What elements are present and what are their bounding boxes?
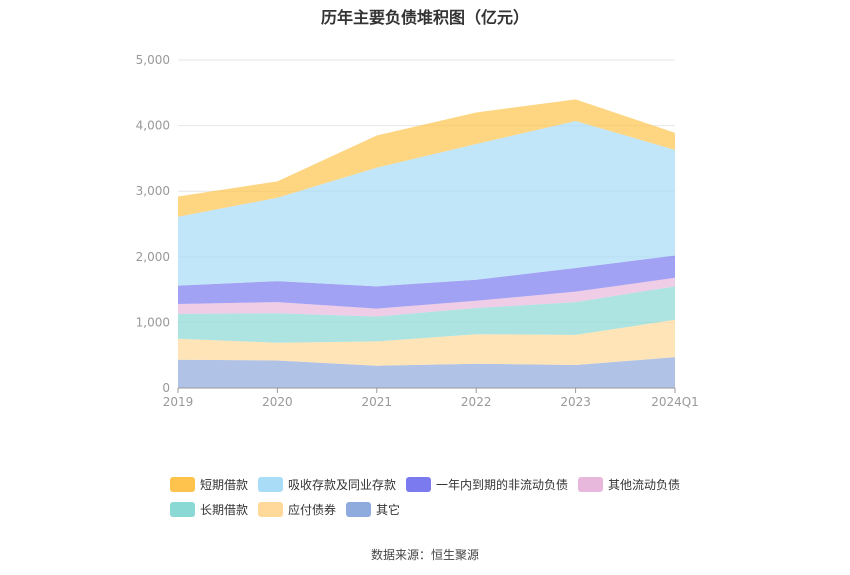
legend-item-other[interactable]: 其它: [346, 501, 400, 518]
area-series-0[interactable]: [178, 357, 675, 388]
area-series: [178, 99, 675, 388]
legend-item-other-current-liabilities[interactable]: 其他流动负债: [578, 476, 680, 493]
legend-label: 其他流动负债: [608, 478, 681, 492]
legend: 短期借款 吸收存款及同业存款 一年内到期的非流动负债 其他流动负债 长期借款 应…: [170, 472, 730, 522]
legend-label: 其它: [376, 503, 401, 517]
y-tick-label: 3,000: [136, 184, 170, 198]
legend-swatch: [258, 502, 284, 517]
legend-swatch: [170, 502, 195, 517]
area-series-4[interactable]: [178, 255, 675, 309]
legend-swatch: [170, 477, 195, 492]
x-tick-label: 2024Q1: [651, 395, 699, 409]
legend-swatch: [578, 477, 604, 492]
x-tick-label: 2020: [262, 395, 293, 409]
legend-label: 一年内到期的非流动负债: [436, 478, 569, 492]
y-tick-label: 1,000: [136, 315, 170, 329]
legend-item-long-term-loans[interactable]: 长期借款: [170, 501, 248, 518]
legend-swatch: [406, 477, 432, 492]
legend-item-current-portion-noncurrent[interactable]: 一年内到期的非流动负债: [406, 476, 568, 493]
area-series-2[interactable]: [178, 286, 675, 343]
legend-label: 长期借款: [200, 503, 249, 517]
area-series-3[interactable]: [178, 277, 675, 317]
legend-swatch: [258, 477, 284, 492]
chart-title: 历年主要负债堆积图（亿元）: [320, 8, 529, 27]
area-series-6[interactable]: [178, 99, 675, 217]
x-tick-label: 2022: [461, 395, 492, 409]
legend-item-deposits[interactable]: 吸收存款及同业存款: [258, 476, 396, 493]
data-source: 数据来源：恒生聚源: [370, 548, 479, 562]
y-tick-label: 2,000: [136, 250, 170, 264]
legend-row-2: 长期借款 应付债券 其它: [170, 497, 730, 522]
legend-label: 吸收存款及同业存款: [288, 478, 397, 492]
legend-label: 短期借款: [200, 478, 249, 492]
x-tick-label: 2023: [560, 395, 591, 409]
x-tick-label: 2021: [362, 395, 393, 409]
legend-label: 应付债券: [288, 503, 337, 517]
area-series-5[interactable]: [178, 121, 675, 287]
x-tick-label: 2019: [163, 395, 194, 409]
y-tick-label: 0: [162, 381, 170, 395]
legend-item-short-term-loans[interactable]: 短期借款: [170, 476, 248, 493]
legend-item-bonds-payable[interactable]: 应付债券: [258, 501, 336, 518]
legend-row-1: 短期借款 吸收存款及同业存款 一年内到期的非流动负债 其他流动负债: [170, 472, 730, 497]
legend-swatch: [346, 502, 372, 517]
area-series-1[interactable]: [178, 319, 675, 366]
y-tick-label: 4,000: [136, 119, 170, 133]
axes: 0 1,000 2,000 3,000 4,000 5,000 2019 2020 2021 20…: [136, 53, 699, 409]
y-tick-label: 5,000: [136, 53, 170, 67]
